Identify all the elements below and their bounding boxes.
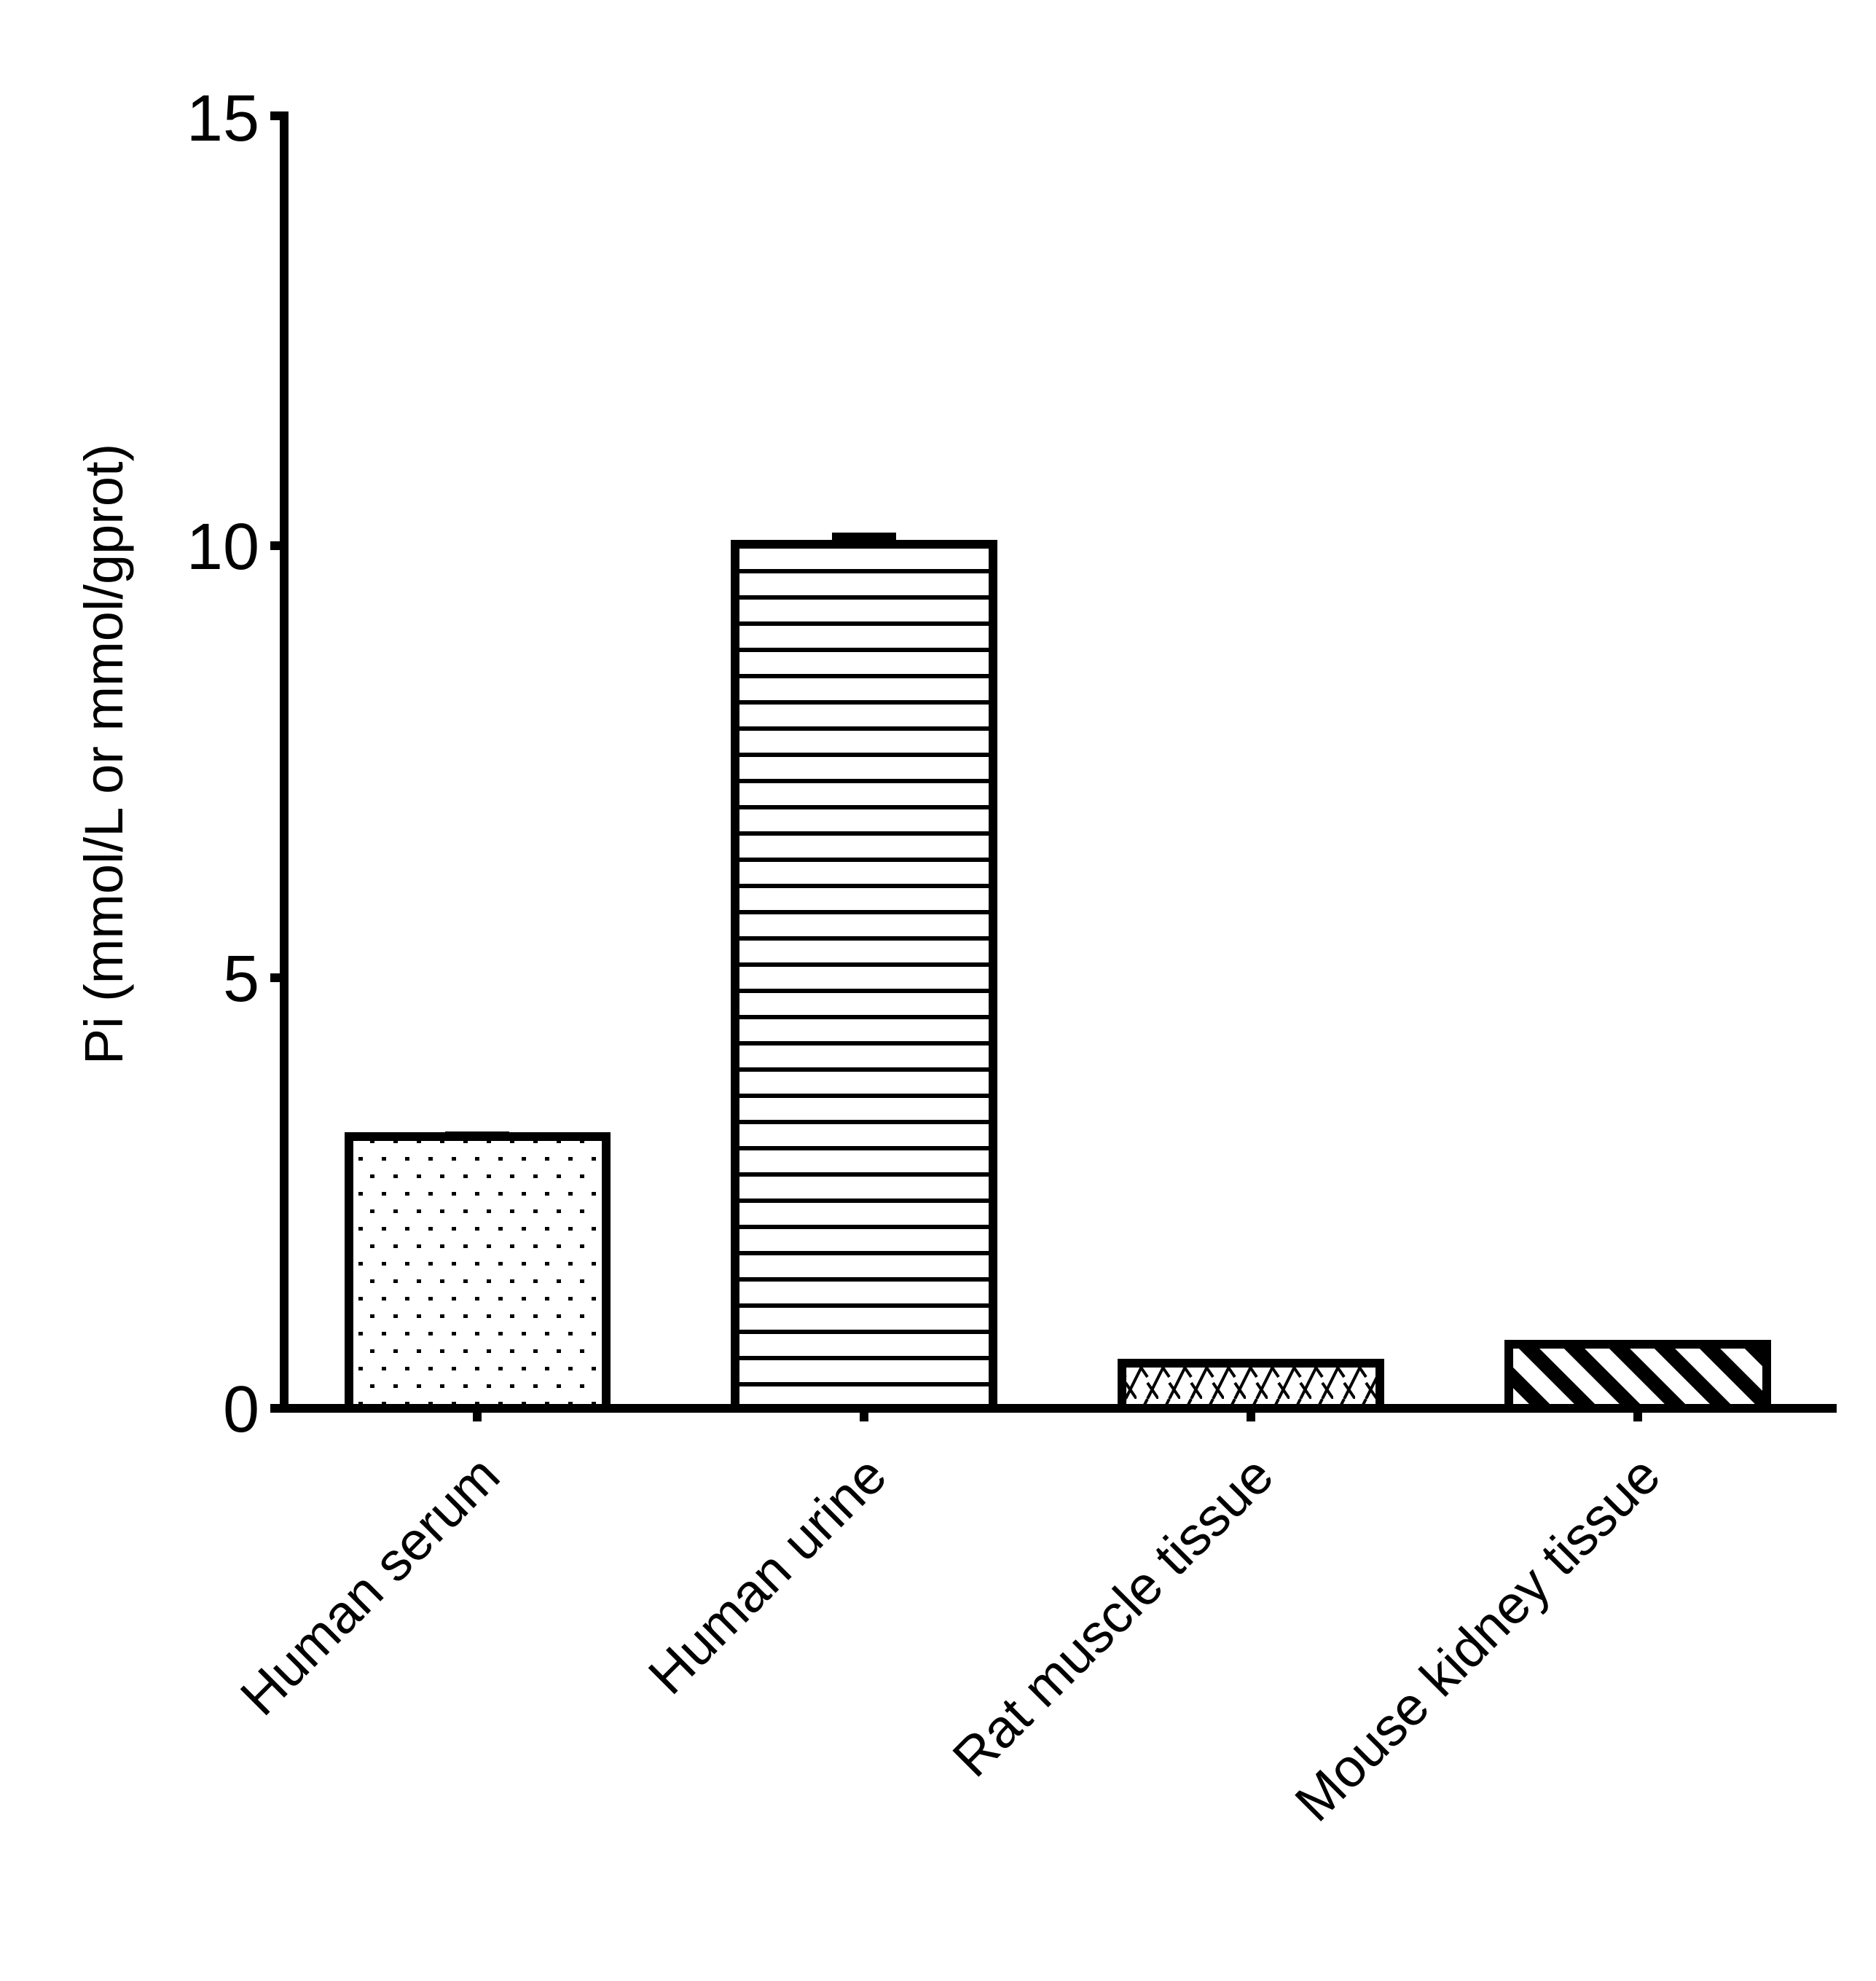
bar-fill (1504, 1340, 1771, 1413)
y-tick-15 (270, 111, 284, 120)
bar-human-serum (345, 1131, 611, 1413)
x-axis-line (270, 1404, 1837, 1413)
error-bar-cap (445, 1131, 509, 1137)
bar-fill (345, 1132, 611, 1413)
x-tick-mouse-kidney-tissue (1633, 1413, 1642, 1421)
y-tick-label-5: 5 (223, 943, 259, 1016)
y-axis-title: Pi (mmol/L or mmol/gprot) (74, 444, 134, 1065)
y-tick-label-10: 10 (187, 511, 259, 584)
y-tick-label-15: 15 (187, 82, 259, 155)
bar-rat-muscle-tissue (1118, 1359, 1384, 1413)
error-bar-cap (832, 533, 896, 541)
bar-mouse-kidney-tissue (1504, 1340, 1771, 1413)
x-tick-human-serum (473, 1413, 482, 1421)
bar-fill (731, 540, 997, 1413)
y-axis-line (280, 111, 289, 1413)
x-label-human-urine: Human urine (637, 1445, 898, 1706)
x-label-rat-muscle-tissue: Rat muscle tissue (941, 1445, 1285, 1789)
y-tick-label-0: 0 (223, 1373, 259, 1446)
y-tick-10 (270, 541, 284, 550)
x-tick-rat-muscle-tissue (1247, 1413, 1255, 1421)
y-axis: 0 5 10 15 Pi (mmol/L or mmol/gprot) (74, 82, 289, 1446)
error-bar-cap (1219, 1359, 1283, 1363)
x-axis: Human serum Human urine Rat muscle tissu… (229, 1404, 1837, 1832)
x-label-mouse-kidney-tissue: Mouse kidney tissue (1284, 1445, 1672, 1833)
bar-fill (1118, 1359, 1384, 1413)
bar-human-urine (731, 533, 997, 1413)
bars (345, 533, 1771, 1413)
x-label-human-serum: Human serum (229, 1445, 511, 1727)
x-tick-human-urine (860, 1413, 868, 1421)
y-tick-5 (270, 973, 284, 982)
